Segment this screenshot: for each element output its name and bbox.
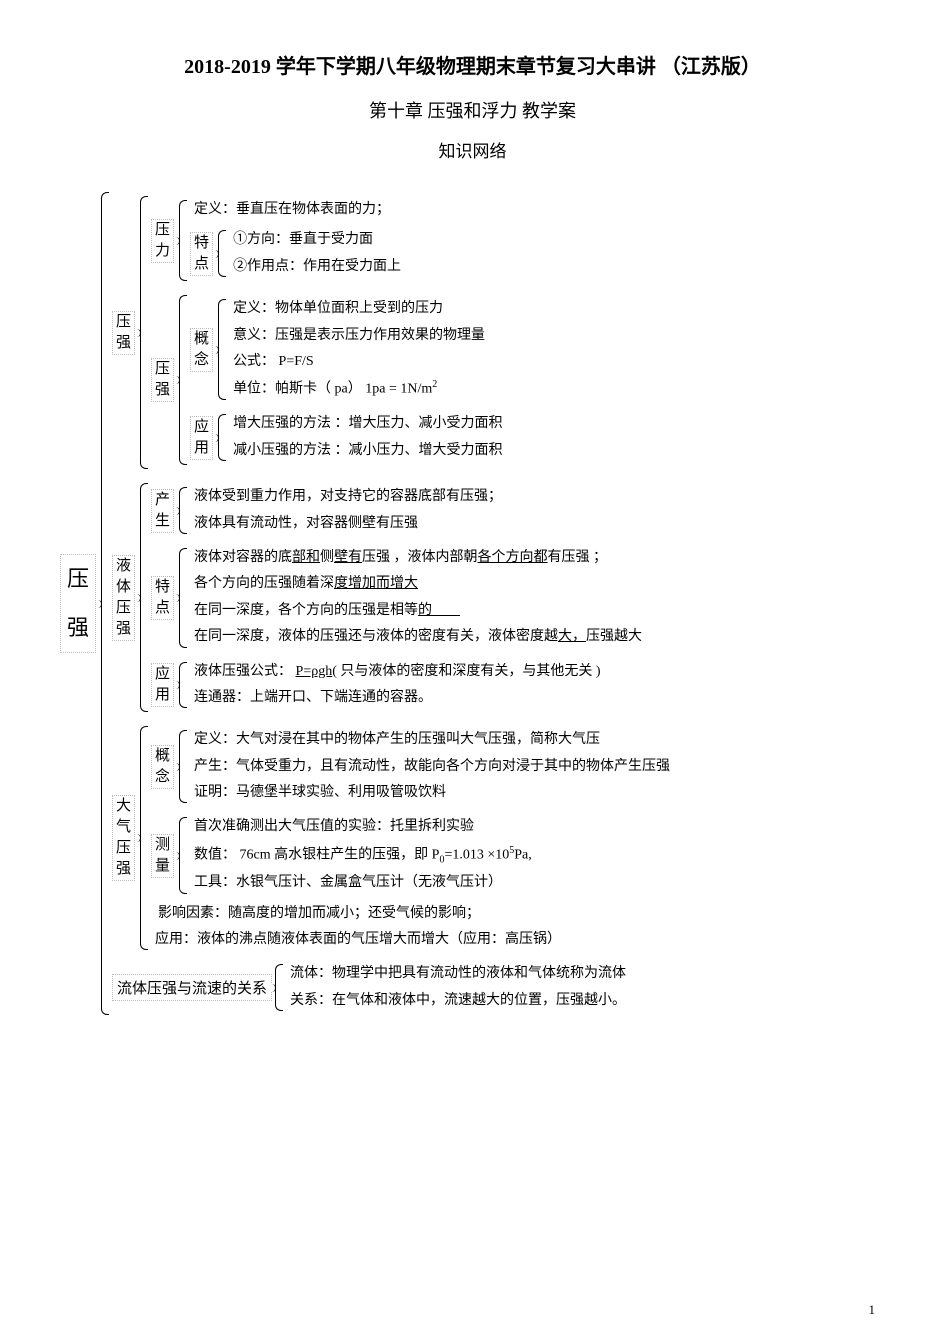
brace-icon: [215, 293, 229, 406]
label-yaqiang-sub: 压强: [151, 358, 174, 402]
section-liuti: 流体压强与流速的关系 流体：物理学中把具有流动性的液体和气体统称为流体 关系：在…: [112, 958, 670, 1017]
label-tedian: 特点: [190, 232, 213, 276]
node-yingyong: 应用 增大压强的方法 ：增大压力、减小受力面积 减小压强的方法 ：减小压力、增大…: [190, 408, 503, 467]
brace-icon: [176, 289, 190, 471]
node-gainian-daqi: 概念 定义：大气对浸在其中的物体产生的压强叫大气压强，简称大气压 产生：气体受重…: [151, 724, 670, 809]
page-number: 1: [869, 1302, 876, 1318]
page-title-2: 第十章 压强和浮力 教学案: [60, 97, 885, 123]
tree-root: 压强 压强 压力 定义：垂直压在物体表面的力； 特点: [60, 186, 885, 1021]
leaf: 液体对容器的底部和侧壁有压强 ，液体内部朝各个方向都有压强 ；: [190, 546, 642, 570]
leaf: 单位：帕斯卡（ pa） 1pa = 1N/m2: [229, 376, 485, 402]
leaf: 意义：压强是表示压力作用效果的物理量: [229, 324, 485, 348]
leaf: 影响因素：随高度的增加而减小；还受气候的影响；: [154, 902, 670, 926]
section-yeti: 液体压强 产生 液体受到重力作用，对支持它的容器底部有压强； 液体具有流动性，对…: [112, 477, 670, 718]
node-celiang: 测量 首次准确测出大气压值的实验：托里拆利实验 数值： 76cm 高水银柱产生的…: [151, 811, 670, 899]
leaf: 增大压强的方法 ：增大压力、减小受力面积: [229, 412, 503, 436]
leaf: 公式： P=F/S: [229, 350, 485, 374]
leaf: 应用：液体的沸点随液体表面的气压增大而增大（应用：高压锅）: [151, 928, 670, 952]
brace-icon: [176, 811, 190, 899]
brace-icon: [176, 194, 190, 287]
leaf: 首次准确测出大气压值的实验：托里拆利实验: [190, 815, 532, 839]
leaf: 液体受到重力作用，对支持它的容器底部有压强；: [190, 485, 502, 509]
brace-icon: [137, 190, 151, 475]
label-celiang: 测量: [151, 834, 174, 878]
leaf: 产生：气体受重力，且有流动性，故能向各个方向对浸于其中的物体产生压强: [190, 755, 670, 779]
brace-icon: [272, 958, 286, 1017]
brace-icon: [215, 224, 229, 283]
leaf: 减小压强的方法 ：减小压力、增大受力面积: [229, 439, 503, 463]
leaf: 在同一深度，液体的压强还与液体的密度有关，液体密度越大，压强越大: [190, 625, 642, 649]
page-title-3: 知识网络: [60, 137, 885, 162]
leaf: 连通器：上端开口、下端连通的容器。: [190, 686, 601, 710]
brace-icon: [176, 481, 190, 540]
leaf: ②作用点：作用在受力面上: [229, 255, 401, 279]
leaf: 定义：物体单位面积上受到的压力: [229, 297, 485, 321]
label-chansheng: 产生: [151, 489, 174, 533]
leaf: 在同一深度，各个方向的压强是相等的: [190, 599, 642, 623]
node-yingyong-yeti: 应用 液体压强公式： P=ρgh( 只与液体的密度和深度有关，与其他无关 ) 连…: [151, 656, 642, 715]
brace-icon: [215, 408, 229, 467]
section-daqi: 大气压强 概念 定义：大气对浸在其中的物体产生的压强叫大气压强，简称大气压 产生…: [112, 720, 670, 956]
node-gainian: 概念 定义：物体单位面积上受到的压力 意义：压强是表示压力作用效果的物理量 公式…: [190, 293, 503, 406]
brace-icon: [98, 186, 112, 1021]
label-yaqiang: 压强: [112, 311, 135, 355]
leaf: ①方向：垂直于受力面: [229, 228, 401, 252]
leaf: 各个方向的压强随着深度增加而增大: [190, 572, 642, 596]
leaf: 关系：在气体和液体中，流速越大的位置，压强越小。: [286, 989, 626, 1013]
page-title-1: 2018-2019 学年下学期八年级物理期末章节复习大串讲 （江苏版）: [60, 50, 885, 79]
leaf: 定义：大气对浸在其中的物体产生的压强叫大气压强，简称大气压: [190, 728, 670, 752]
node-chansheng: 产生 液体受到重力作用，对支持它的容器底部有压强； 液体具有流动性，对容器侧壁有…: [151, 481, 642, 540]
label-yingyong: 应用: [151, 663, 174, 707]
label-daqi: 大气压强: [112, 795, 135, 881]
label-yingyong: 应用: [190, 416, 213, 460]
node-yali: 压力 定义：垂直压在物体表面的力； 特点 ①方向：垂直于受力面 ②作用点：作用在…: [151, 194, 503, 287]
label-yeti: 液体压强: [112, 555, 135, 641]
section-yaqiang: 压强 压力 定义：垂直压在物体表面的力； 特点 ①方向：垂直于受力面: [112, 190, 670, 475]
brace-icon: [137, 720, 151, 956]
node-tedian-yeti: 特点 液体对容器的底部和侧壁有压强 ，液体内部朝各个方向都有压强 ； 各个方向的…: [151, 542, 642, 654]
leaf: 定义：垂直压在物体表面的力；: [190, 198, 401, 222]
brace-icon: [176, 724, 190, 809]
leaf: 液体压强公式： P=ρgh( 只与液体的密度和深度有关，与其他无关 ): [190, 660, 601, 684]
label-gainian: 概念: [190, 328, 213, 372]
label-liuti: 流体压强与流速的关系: [112, 974, 272, 1001]
leaf: 数值： 76cm 高水银柱产生的压强，即 P0=1.013 ×105Pa,: [190, 842, 532, 869]
label-yali: 压力: [151, 219, 174, 263]
node-yaqiang-sub: 压强 概念 定义：物体单位面积上受到的压力 意义：压强是表示压力作用效果的物理量…: [151, 289, 503, 471]
leaf: 液体具有流动性，对容器侧壁有压强: [190, 512, 502, 536]
leaf: 证明：马德堡半球实验、利用吸管吸饮料: [190, 781, 670, 805]
brace-icon: [137, 477, 151, 718]
brace-icon: [176, 656, 190, 715]
leaf: 工具：水银气压计、金属盒气压计（无液气压计）: [190, 871, 532, 895]
brace-icon: [176, 542, 190, 654]
label-gainian: 概念: [151, 745, 174, 789]
label-tedian: 特点: [151, 576, 174, 620]
leaf: 流体：物理学中把具有流动性的液体和气体统称为流体: [286, 962, 626, 986]
node-yali-tedian: 特点 ①方向：垂直于受力面 ②作用点：作用在受力面上: [190, 224, 401, 283]
root-label: 压强: [60, 554, 96, 653]
